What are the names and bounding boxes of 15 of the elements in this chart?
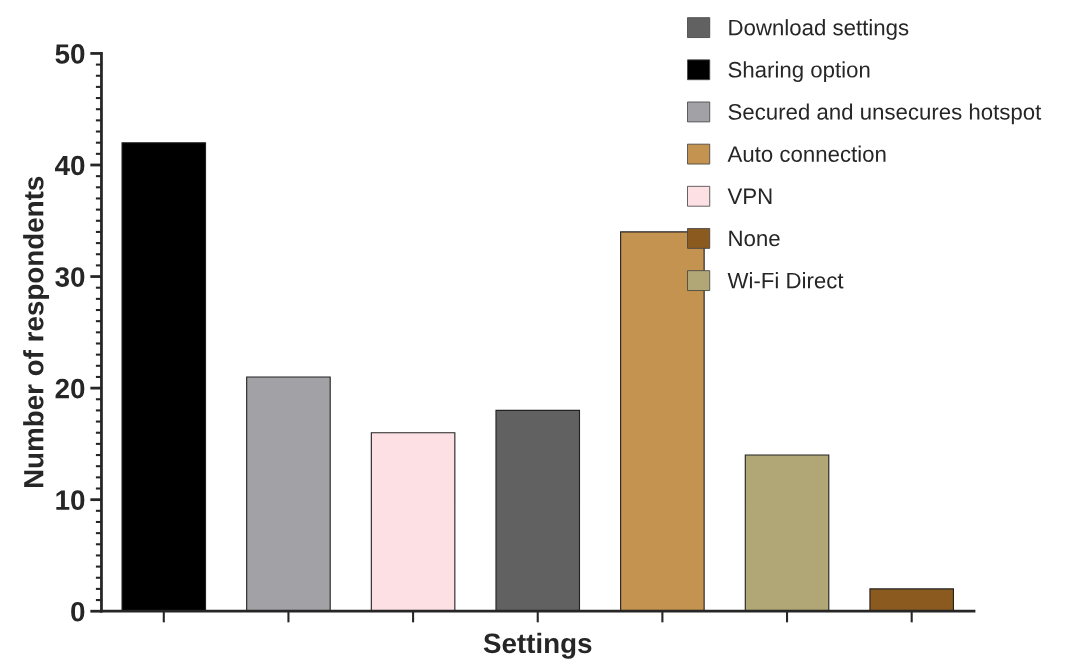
legend-label: Auto connection — [727, 145, 886, 162]
y-tick-label: 0 — [71, 601, 85, 622]
legend-label: Secured and unsecures hotspot — [728, 103, 1042, 125]
y-tick-label: 40 — [55, 155, 85, 176]
legend-label: Download settings — [729, 19, 909, 40]
y-tick-label: 20 — [55, 378, 85, 399]
legend-label: Sharing option — [728, 61, 870, 82]
y-tick-label: 10 — [56, 490, 85, 510]
legend-label: None — [729, 230, 780, 247]
legend-label: Wi-Fi Direct — [727, 272, 844, 289]
y-axis-title: Number of respondents — [23, 176, 50, 488]
y-tick-label: 30 — [55, 267, 85, 287]
y-tick-label: 50 — [55, 44, 85, 64]
legend-label: VPN — [727, 188, 772, 204]
x-axis-title: Settings — [483, 632, 592, 659]
